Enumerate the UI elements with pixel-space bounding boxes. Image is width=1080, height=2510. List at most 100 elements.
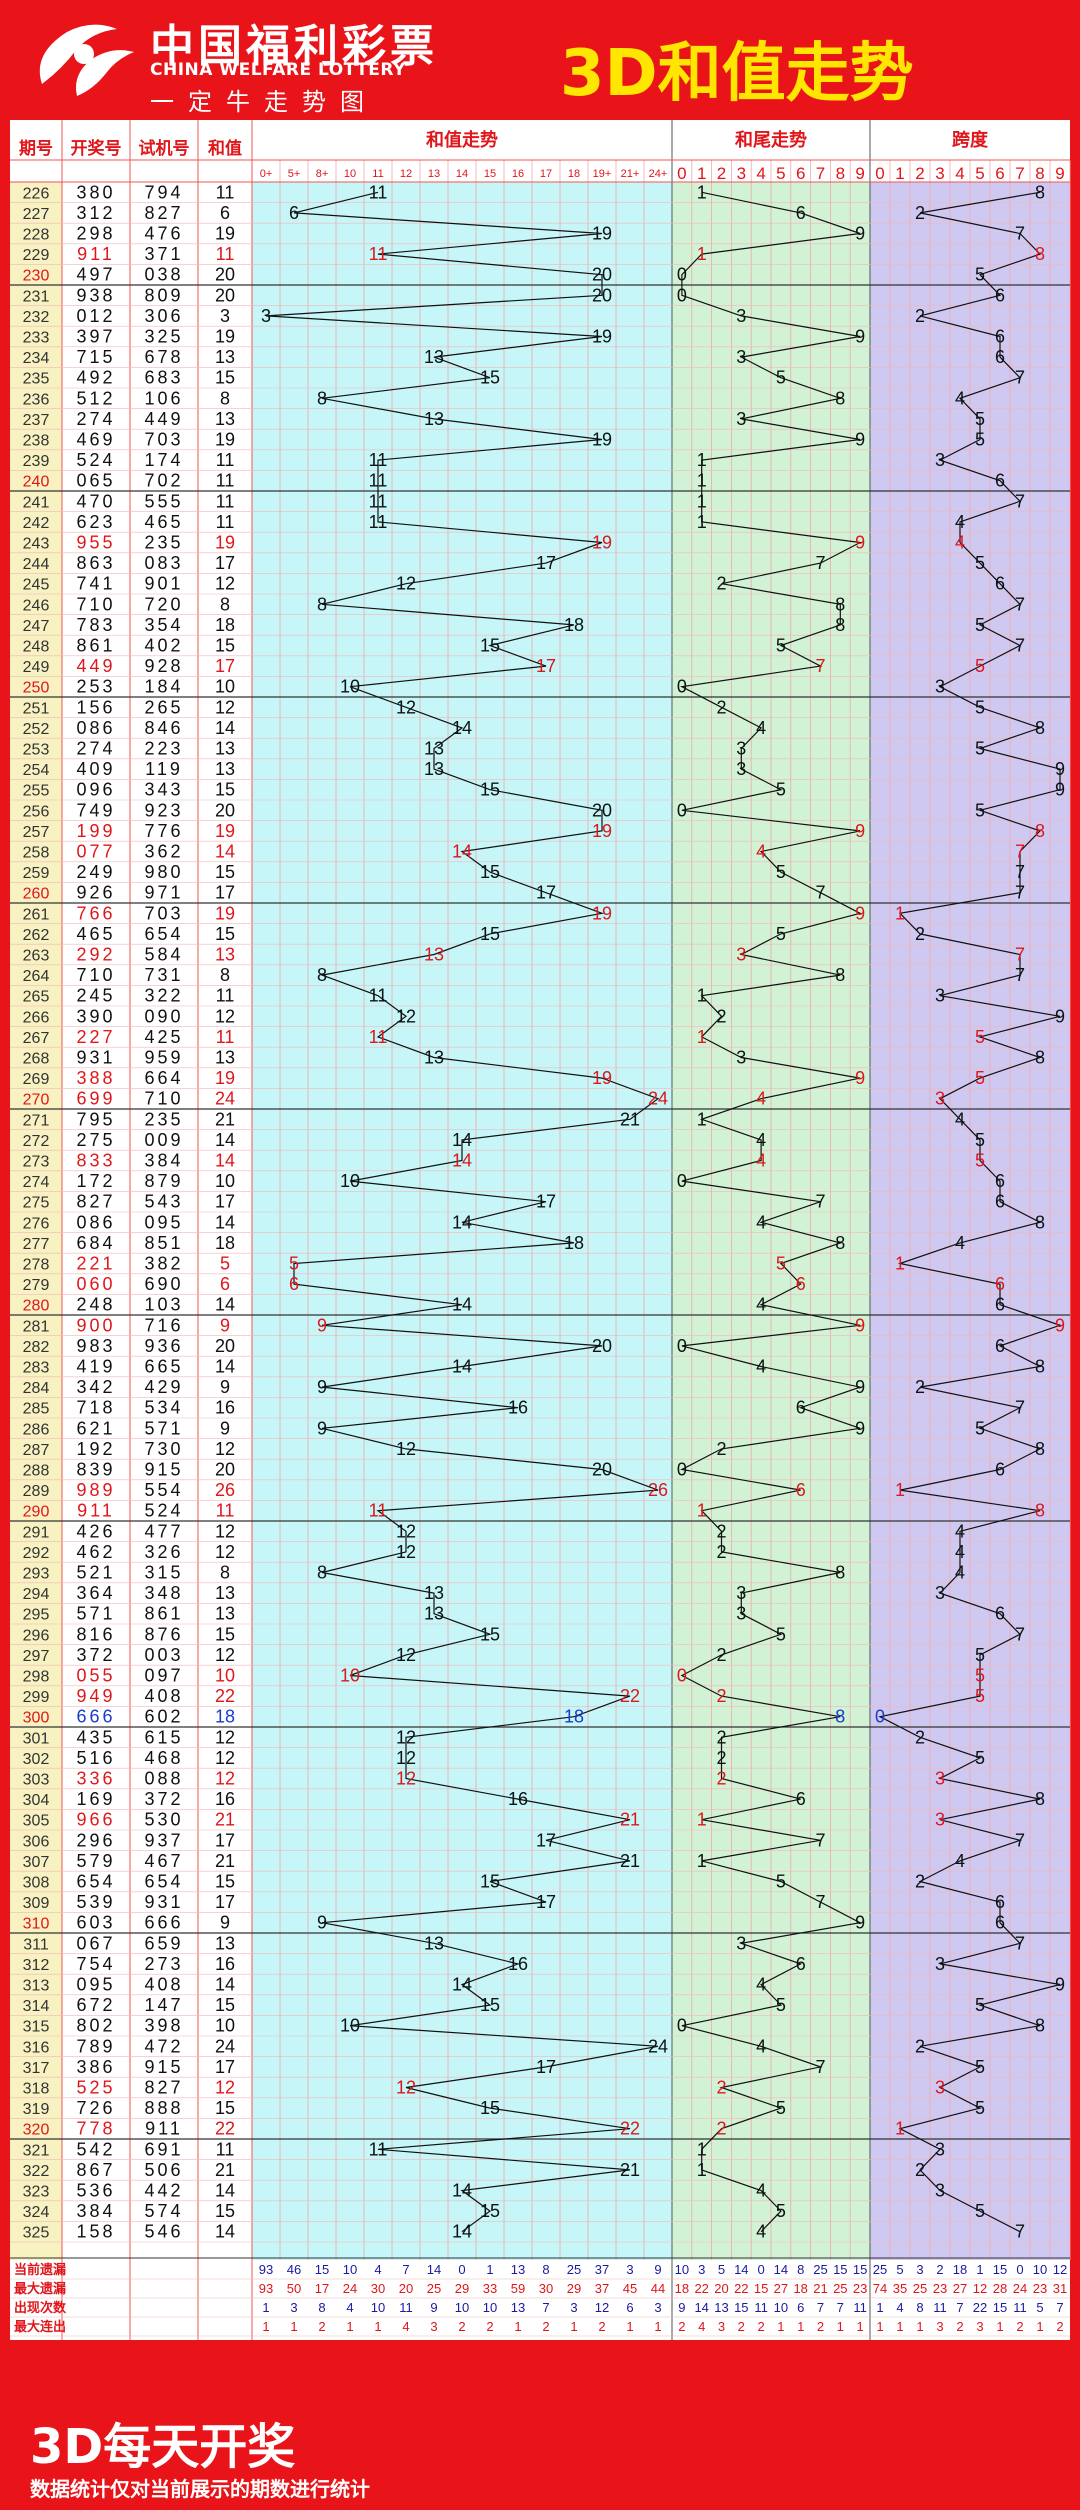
tail-tick-label: 8 (836, 164, 845, 183)
test-number: 273 (144, 1954, 183, 1974)
period-number: 314 (23, 1998, 50, 2015)
period-number: 286 (23, 1421, 50, 1438)
draw-number: 795 (76, 1109, 115, 1129)
span-trend-point: 7 (1015, 2222, 1025, 2242)
test-number: 147 (144, 1995, 183, 2015)
sum-value: 14 (215, 1130, 235, 1150)
tail-trend-point: 9 (855, 224, 865, 244)
tail-trend-point: 2 (716, 1006, 726, 1026)
sum-value: 11 (216, 182, 235, 202)
tail-trend-header: 和尾走势 (735, 129, 807, 150)
tail-trend-point: 3 (736, 759, 746, 779)
tail-trend-point: 5 (776, 780, 786, 800)
draw-number: 296 (76, 1830, 115, 1850)
period-number: 243 (23, 536, 50, 553)
test-number: 702 (144, 471, 183, 491)
draw-number: 525 (76, 2078, 115, 2098)
period-number: 248 (23, 639, 50, 656)
test-number: 506 (144, 2160, 183, 2180)
sum-stat-value: 44 (651, 2281, 665, 2296)
sum-trend-point: 11 (369, 1027, 388, 1047)
column-header: 开奖号 (71, 138, 122, 158)
draw-number: 603 (76, 1913, 115, 1933)
period-number: 305 (23, 1813, 50, 1830)
tail-tick-label: 4 (756, 164, 765, 183)
draw-number: 292 (76, 945, 115, 965)
test-number: 720 (144, 594, 183, 614)
sum-value: 14 (215, 1212, 235, 1232)
sum-value: 19 (215, 821, 235, 841)
draw-number: 863 (76, 553, 115, 573)
footer: 3D每天开奖 数据统计仅对当前展示的期数进行统计 (0, 2395, 1080, 2510)
sum-trend-point: 15 (480, 368, 500, 388)
test-number: 664 (144, 1068, 183, 1088)
tail-trend-point: 5 (776, 1872, 786, 1892)
sum-tick-label: 13 (428, 168, 440, 180)
sum-trend-point: 16 (508, 1789, 528, 1809)
sum-stat-value: 12 (595, 2300, 609, 2315)
sum-trend-point: 19 (592, 327, 612, 347)
span-trend-point: 4 (955, 1233, 965, 1253)
sum-trend-point: 10 (340, 2016, 360, 2036)
tail-stat-value: 1 (777, 2319, 784, 2334)
tail-stat-value: 22 (694, 2281, 708, 2296)
period-number: 301 (23, 1730, 50, 1747)
span-trend-point: 6 (995, 1336, 1005, 1356)
sum-trend-point: 15 (480, 1995, 500, 2015)
tail-trend-point: 5 (776, 1624, 786, 1644)
sum-trend-point: 17 (536, 656, 556, 676)
span-trend-point: 5 (975, 409, 985, 429)
sum-tick-label: 14 (456, 168, 468, 180)
span-trend-point: 6 (995, 1913, 1005, 1933)
period-number: 291 (23, 1524, 50, 1541)
period-number: 317 (23, 2060, 50, 2077)
tail-stat-value: 21 (813, 2281, 827, 2296)
span-stat-value: 3 (916, 2262, 923, 2277)
test-number: 449 (144, 409, 183, 429)
tail-trend-point: 1 (697, 512, 707, 532)
span-trend-point: 5 (975, 1151, 985, 1171)
sum-stat-value: 8 (542, 2262, 549, 2277)
sum-value: 13 (215, 1048, 235, 1068)
period-number: 303 (23, 1772, 50, 1789)
draw-number: 900 (76, 1315, 115, 1335)
header: 中国福利彩票 CHINA WELFARE LOTTERY 一定牛走势图 3D和值… (0, 0, 1080, 120)
tail-trend-point: 0 (677, 1336, 687, 1356)
tail-trend-point: 0 (677, 2016, 687, 2036)
span-trend-point: 5 (975, 553, 985, 573)
sum-value: 13 (215, 1604, 235, 1624)
period-number: 259 (23, 865, 50, 882)
logo-english-text: CHINA WELFARE LOTTERY (150, 60, 406, 80)
sum-value: 14 (215, 1151, 235, 1171)
sum-stat-value: 45 (623, 2281, 637, 2296)
sum-value: 12 (215, 1727, 235, 1747)
span-stat-value: 1 (896, 2319, 903, 2334)
draw-number: 521 (76, 1563, 115, 1583)
sum-trend-point: 12 (396, 1439, 416, 1459)
sum-trend-point: 8 (317, 965, 327, 985)
sum-value: 12 (215, 2078, 235, 2098)
test-number: 223 (144, 739, 183, 759)
sum-trend-point: 19 (592, 224, 612, 244)
span-trend-point: 2 (915, 203, 925, 223)
tail-trend-point: 1 (697, 1851, 707, 1871)
span-stat-value: 1 (876, 2300, 883, 2315)
draw-number: 497 (76, 265, 115, 285)
span-trend-point: 5 (975, 656, 985, 676)
span-stat-value: 1 (916, 2319, 923, 2334)
sum-stat-value: 1 (374, 2319, 381, 2334)
sum-trend-point: 17 (536, 1892, 556, 1912)
period-number: 234 (23, 350, 50, 367)
sum-trend-point: 14 (452, 718, 472, 738)
tail-stat-value: 10 (774, 2300, 788, 2315)
tail-stat-value: 8 (797, 2262, 804, 2277)
sum-tick-label: 17 (540, 168, 552, 180)
tail-trend-point: 4 (756, 1151, 766, 1171)
chart-title: 3D和值走势 (560, 37, 914, 111)
sum-stat-value: 8 (318, 2300, 325, 2315)
sum-stat-value: 2 (318, 2319, 325, 2334)
span-trend-point: 6 (995, 1892, 1005, 1912)
test-number: 888 (144, 2098, 183, 2118)
draw-number: 867 (76, 2160, 115, 2180)
tail-trend-point: 9 (855, 1377, 865, 1397)
